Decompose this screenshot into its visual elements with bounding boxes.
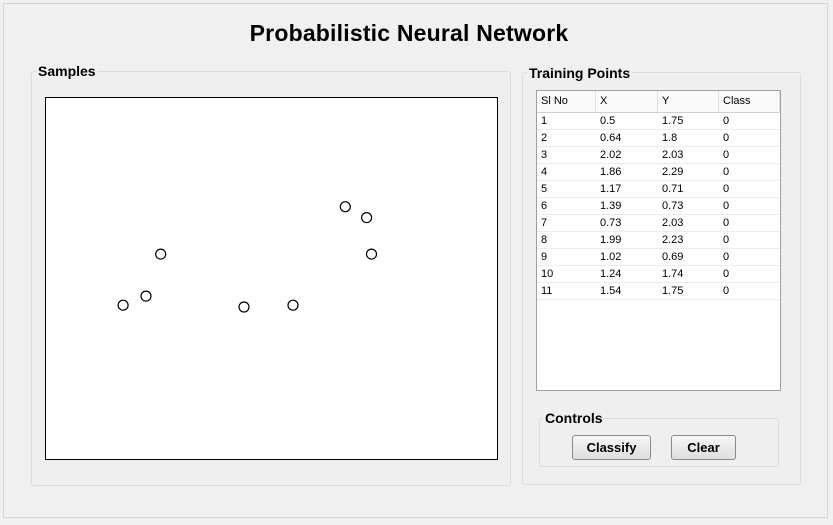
table-row[interactable]: 6 1.39 0.73 0 xyxy=(537,198,780,215)
cell-y: 1.8 xyxy=(662,132,678,144)
cell-y: 0.69 xyxy=(662,251,684,263)
samples-canvas[interactable] xyxy=(45,97,498,460)
cell-y: 2.23 xyxy=(662,234,684,246)
samples-group-title: Samples xyxy=(36,63,98,79)
training-points-table[interactable]: Sl No X Y Class 1 0.5 1.75 0 2 0.64 1.8 0 3 2.02 2… xyxy=(536,90,781,391)
page-title: Probabilistic Neural Network xyxy=(249,20,569,46)
table-row[interactable]: 4 1.86 2.29 0 xyxy=(537,164,780,181)
cell-sl-no: 5 xyxy=(541,183,548,195)
cell-class: 0 xyxy=(723,149,730,161)
sample-point-3[interactable] xyxy=(365,248,378,260)
cell-x: 0.64 xyxy=(600,132,622,144)
sample-point-4[interactable] xyxy=(339,201,351,213)
table-row[interactable]: 2 0.64 1.8 0 xyxy=(537,130,780,147)
cell-sl-no: 7 xyxy=(541,217,548,229)
sample-point-1[interactable] xyxy=(117,299,129,311)
cell-x: 0.5 xyxy=(600,115,616,127)
cell-x: 1.17 xyxy=(600,183,622,195)
cell-y: 1.75 xyxy=(662,115,684,127)
samples-plot[interactable] xyxy=(46,98,497,459)
cell-y: 1.74 xyxy=(662,268,684,280)
table-row[interactable]: 1 0.5 1.75 0 xyxy=(537,113,780,130)
cell-class: 0 xyxy=(723,217,730,229)
cell-sl-no: 4 xyxy=(541,166,548,178)
column-header-class[interactable]: Class xyxy=(719,91,780,112)
column-header-y[interactable]: Y xyxy=(658,91,719,112)
cell-y: 2.29 xyxy=(662,166,684,178)
cell-class: 0 xyxy=(723,251,730,263)
sample-point-10[interactable] xyxy=(238,301,250,313)
cell-sl-no: 8 xyxy=(541,234,548,246)
column-header-sl-no[interactable]: Sl No xyxy=(537,91,596,112)
table-header: Sl No X Y Class xyxy=(537,91,780,113)
table-row[interactable]: 5 1.17 0.71 0 xyxy=(537,181,780,198)
table-body: 1 0.5 1.75 0 2 0.64 1.8 0 3 2.02 2.03 0 4 1.86 2.29 0 5 1… xyxy=(537,113,780,300)
table-row[interactable]: 9 1.02 0.69 0 xyxy=(537,249,780,266)
table-row[interactable]: 11 1.54 1.75 0 xyxy=(537,283,780,300)
cell-y: 1.75 xyxy=(662,285,684,297)
sample-point-11[interactable] xyxy=(287,299,299,311)
cell-sl-no: 9 xyxy=(541,251,548,263)
table-row[interactable]: 3 2.02 2.03 0 xyxy=(537,147,780,164)
cell-class: 0 xyxy=(723,166,730,178)
cell-y: 2.03 xyxy=(662,217,684,229)
cell-x: 0.73 xyxy=(600,217,622,229)
sample-point-7[interactable] xyxy=(155,248,167,260)
cell-y: 0.73 xyxy=(662,200,684,212)
classify-button[interactable]: Classify xyxy=(572,435,651,460)
cell-class: 0 xyxy=(723,234,730,246)
cell-x: 1.99 xyxy=(600,234,622,246)
cell-x: 1.39 xyxy=(600,200,622,212)
cell-y: 2.03 xyxy=(662,149,684,161)
clear-button[interactable]: Clear xyxy=(671,435,736,460)
cell-y: 0.71 xyxy=(662,183,684,195)
sample-point-2[interactable] xyxy=(140,290,152,302)
table-row[interactable]: 7 0.73 2.03 0 xyxy=(537,215,780,232)
column-header-x[interactable]: X xyxy=(596,91,658,112)
cell-sl-no: 3 xyxy=(541,149,548,161)
cell-x: 1.54 xyxy=(600,285,622,297)
cell-sl-no: 6 xyxy=(541,200,548,212)
sample-point-8[interactable] xyxy=(361,211,373,224)
cell-class: 0 xyxy=(723,200,730,212)
cell-class: 0 xyxy=(723,268,730,280)
cell-x: 1.86 xyxy=(600,166,622,178)
cell-class: 0 xyxy=(723,132,730,144)
cell-x: 1.02 xyxy=(600,251,622,263)
controls-group-title: Controls xyxy=(543,410,605,426)
table-row[interactable]: 8 1.99 2.23 0 xyxy=(537,232,780,249)
cell-x: 1.24 xyxy=(600,268,622,280)
cell-class: 0 xyxy=(723,183,730,195)
cell-sl-no: 2 xyxy=(541,132,548,144)
table-row[interactable]: 10 1.24 1.74 0 xyxy=(537,266,780,283)
cell-sl-no: 1 xyxy=(541,115,548,127)
cell-class: 0 xyxy=(723,285,730,297)
cell-sl-no: 11 xyxy=(541,285,553,297)
cell-class: 0 xyxy=(723,115,730,127)
cell-sl-no: 10 xyxy=(541,268,554,280)
training-points-group-title: Training Points xyxy=(527,65,633,81)
cell-x: 2.02 xyxy=(600,149,622,161)
